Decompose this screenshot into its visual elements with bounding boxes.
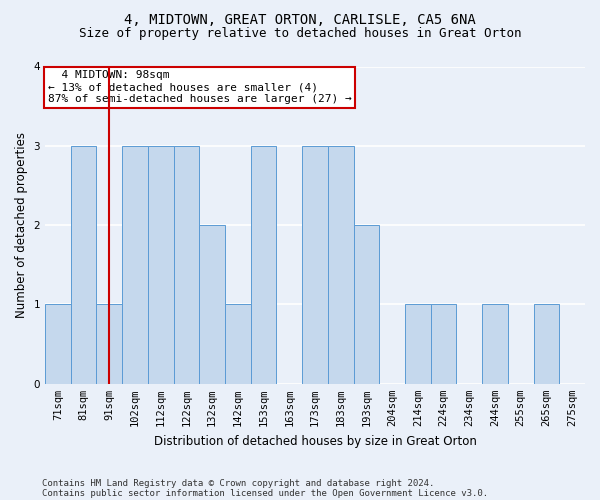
Bar	[405, 304, 431, 384]
Bar	[302, 146, 328, 384]
Text: 4, MIDTOWN, GREAT ORTON, CARLISLE, CA5 6NA: 4, MIDTOWN, GREAT ORTON, CARLISLE, CA5 6…	[124, 12, 476, 26]
Bar	[482, 304, 508, 384]
Text: Size of property relative to detached houses in Great Orton: Size of property relative to detached ho…	[79, 28, 521, 40]
Bar	[328, 146, 353, 384]
Bar	[148, 146, 173, 384]
Bar	[533, 304, 559, 384]
Bar	[122, 146, 148, 384]
Bar	[199, 225, 225, 384]
Bar	[251, 146, 277, 384]
Text: Contains HM Land Registry data © Crown copyright and database right 2024.: Contains HM Land Registry data © Crown c…	[42, 478, 434, 488]
Bar	[225, 304, 251, 384]
X-axis label: Distribution of detached houses by size in Great Orton: Distribution of detached houses by size …	[154, 434, 476, 448]
Bar	[173, 146, 199, 384]
Bar	[97, 304, 122, 384]
Y-axis label: Number of detached properties: Number of detached properties	[15, 132, 28, 318]
Text: Contains public sector information licensed under the Open Government Licence v3: Contains public sector information licen…	[42, 488, 488, 498]
Text: 4 MIDTOWN: 98sqm
← 13% of detached houses are smaller (4)
87% of semi-detached h: 4 MIDTOWN: 98sqm ← 13% of detached house…	[47, 70, 352, 104]
Bar	[71, 146, 97, 384]
Bar	[353, 225, 379, 384]
Bar	[45, 304, 71, 384]
Bar	[431, 304, 457, 384]
